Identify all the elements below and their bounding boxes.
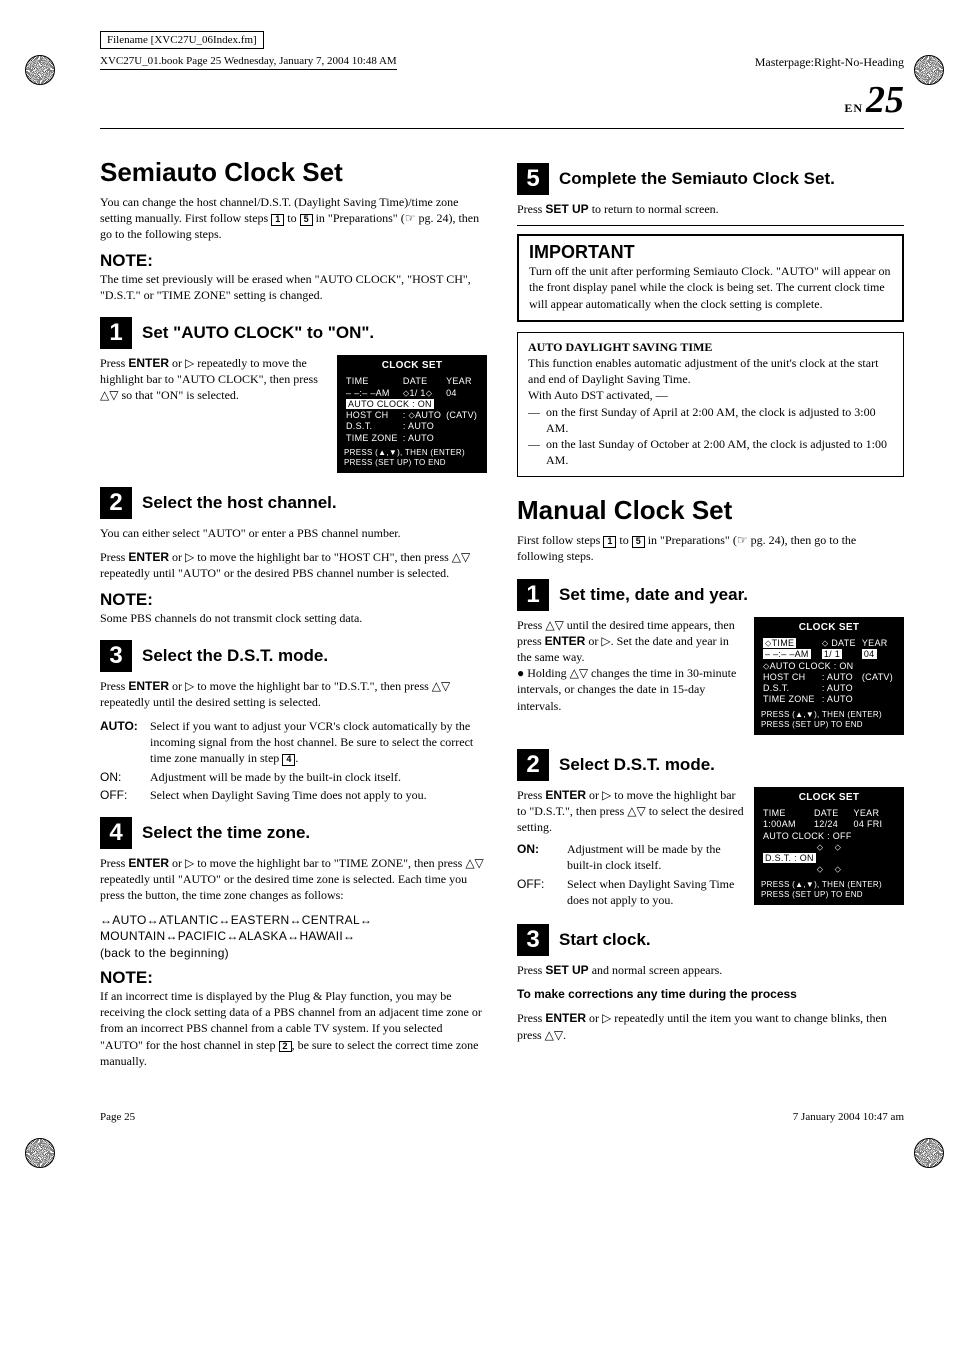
step-title: Start clock. — [559, 930, 651, 950]
step-body: Press ENTER or ▷ to move the highlight b… — [100, 678, 487, 710]
step-heading: 5 Complete the Semiauto Clock Set. — [517, 163, 904, 195]
step-heading: 2 Select D.S.T. mode. — [517, 749, 904, 781]
step-title: Set time, date and year. — [559, 585, 748, 605]
note-body: If an incorrect time is displayed by the… — [100, 988, 487, 1069]
definition-row: OFF:Select when Daylight Saving Time doe… — [100, 787, 487, 803]
lcd-screen: CLOCK SET TIMEDATEYEAR 1:00AM12/2404 FRI… — [754, 787, 904, 905]
note-body: Some PBS channels do not transmit clock … — [100, 610, 487, 626]
correction-body: Press ENTER or ▷ repeatedly until the it… — [517, 1010, 904, 1042]
lcd-screen: CLOCK SET ⬦TIME⬦ DATEYEAR – –:– –AM1/ 10… — [754, 617, 904, 735]
step-body: Press ENTER or ▷ repeatedly to move the … — [100, 355, 327, 404]
definition-row: ON:Adjustment will be made by the built-… — [100, 769, 487, 785]
important-box: IMPORTANT Turn off the unit after perfor… — [517, 234, 904, 322]
lcd-footer: PRESS (▲,▼), THEN (ENTER)PRESS (SET UP) … — [761, 710, 897, 730]
step-heading: 1 Set time, date and year. — [517, 579, 904, 611]
lcd-title: CLOCK SET — [344, 360, 480, 373]
intro-text: First follow steps 1 to 5 in "Preparatio… — [517, 532, 904, 564]
step-title: Select the host channel. — [142, 493, 337, 513]
adst-body: This function enables automatic adjustme… — [528, 355, 893, 387]
step-body: Press SET UP to return to normal screen. — [517, 201, 904, 217]
step-heading: 3 Start clock. — [517, 924, 904, 956]
lcd-title: CLOCK SET — [761, 792, 897, 805]
step-body: Press SET UP and normal screen appears. — [517, 962, 904, 978]
step-body: Press △▽ until the desired time appears,… — [517, 617, 744, 714]
lcd-footer: PRESS (▲,▼), THEN (ENTER)PRESS (SET UP) … — [761, 880, 897, 900]
definition-row: AUTO:Select if you want to adjust your V… — [100, 718, 487, 767]
page-number: EN 25 — [100, 78, 904, 122]
footer: Page 25 7 January 2004 10:47 am — [100, 1107, 904, 1123]
step-number-icon: 1 — [517, 579, 549, 611]
left-column: Semiauto Clock Set You can change the ho… — [100, 149, 487, 1077]
section-title: Semiauto Clock Set — [100, 157, 487, 188]
step-number-icon: 2 — [517, 749, 549, 781]
adst-with: With Auto DST activated, — — [528, 387, 893, 403]
lcd-title: CLOCK SET — [761, 622, 897, 635]
footer-page: Page 25 — [100, 1111, 135, 1123]
step-body: Press ENTER or ▷ to move the highlight b… — [100, 855, 487, 904]
step-body: Press ENTER or ▷ to move the highlight b… — [100, 549, 487, 581]
divider — [517, 225, 904, 226]
adst-item: —on the last Sunday of October at 2:00 A… — [528, 436, 893, 468]
en-label: EN — [844, 101, 863, 115]
step-title: Complete the Semiauto Clock Set. — [559, 169, 835, 189]
section-title: Manual Clock Set — [517, 495, 904, 526]
step-number-icon: 2 — [100, 487, 132, 519]
step-heading: 3 Select the D.S.T. mode. — [100, 640, 487, 672]
step-heading: 2 Select the host channel. — [100, 487, 487, 519]
timezone-sequence: ↔AUTO↔ATLANTIC↔EASTERN↔CENTRAL↔ — [100, 912, 487, 929]
masterpage-label: Masterpage:Right-No-Heading — [755, 55, 904, 70]
lcd-table: TIMEDATEYEAR – –:– –AM⬦1/ 1⬦04 AUTO CLOC… — [344, 376, 480, 444]
intro-text: You can change the host channel/D.S.T. (… — [100, 194, 487, 243]
adst-box: AUTO DAYLIGHT SAVING TIME This function … — [517, 332, 904, 478]
lcd-table: TIMEDATEYEAR 1:00AM12/2404 FRI AUTO CLOC… — [761, 808, 897, 876]
important-body: Turn off the unit after performing Semia… — [529, 263, 892, 312]
step-title: Set "AUTO CLOCK" to "ON". — [142, 323, 374, 343]
lcd-screen: CLOCK SET TIMEDATEYEAR – –:– –AM⬦1/ 1⬦04… — [337, 355, 487, 473]
important-title: IMPORTANT — [529, 242, 892, 263]
page-number-value: 25 — [866, 79, 904, 121]
step-number-icon: 1 — [100, 317, 132, 349]
step-body: You can either select "AUTO" or enter a … — [100, 525, 487, 541]
divider — [100, 128, 904, 129]
filename-box: Filename [XVC27U_06Index.fm] — [100, 31, 264, 49]
note-heading: NOTE: — [100, 968, 487, 988]
book-info: XVC27U_01.book Page 25 Wednesday, Januar… — [100, 55, 397, 70]
step-heading: 1 Set "AUTO CLOCK" to "ON". — [100, 317, 487, 349]
step-number-icon: 5 — [517, 163, 549, 195]
right-column: 5 Complete the Semiauto Clock Set. Press… — [517, 149, 904, 1077]
adst-item: —on the first Sunday of April at 2:00 AM… — [528, 404, 893, 436]
step-body: Press ENTER or ▷ to move the highlight b… — [517, 787, 744, 910]
step-title: Select the D.S.T. mode. — [142, 646, 328, 666]
lcd-table: ⬦TIME⬦ DATEYEAR – –:– –AM1/ 104 ⬦AUTO CL… — [761, 638, 897, 706]
step-title: Select D.S.T. mode. — [559, 755, 715, 775]
header-row: XVC27U_01.book Page 25 Wednesday, Januar… — [100, 55, 904, 70]
step-number-icon: 3 — [517, 924, 549, 956]
step-number-icon: 4 — [100, 817, 132, 849]
adst-title: AUTO DAYLIGHT SAVING TIME — [528, 339, 893, 355]
note-heading: NOTE: — [100, 590, 487, 610]
footer-date: 7 January 2004 10:47 am — [793, 1111, 904, 1123]
correction-title: To make corrections any time during the … — [517, 986, 904, 1002]
step-title: Select the time zone. — [142, 823, 310, 843]
lcd-footer: PRESS (▲,▼), THEN (ENTER)PRESS (SET UP) … — [344, 448, 480, 468]
note-body: The time set previously will be erased w… — [100, 271, 487, 303]
step-number-icon: 3 — [100, 640, 132, 672]
timezone-sequence: MOUNTAIN↔PACIFIC↔ALASKA↔HAWAII↔ — [100, 928, 487, 945]
page: Filename [XVC27U_06Index.fm] XVC27U_01.b… — [0, 0, 954, 1183]
note-heading: NOTE: — [100, 251, 487, 271]
timezone-sequence: (back to the beginning) — [100, 945, 487, 962]
step-heading: 4 Select the time zone. — [100, 817, 487, 849]
